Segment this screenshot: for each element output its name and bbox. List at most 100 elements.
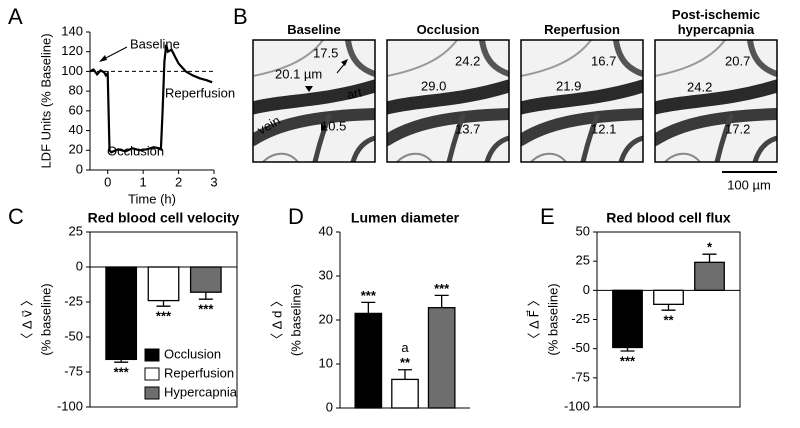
diameter-label: 20.7 — [725, 53, 750, 68]
significance: *** — [198, 302, 214, 317]
x-tick-label: 1 — [140, 174, 147, 189]
y-tick-label: -75 — [571, 369, 590, 384]
y-tick-label: 0 — [76, 258, 83, 273]
diameter-label: 24.2 — [455, 53, 480, 68]
image-border — [252, 39, 376, 163]
y-tick-label: 40 — [69, 122, 83, 137]
annotation: Reperfusion — [165, 85, 235, 100]
significance: *** — [156, 309, 172, 324]
diameter-label: 20.1 µm — [275, 66, 322, 81]
diameter-label: 10.5 — [321, 118, 346, 133]
error-bar — [114, 359, 129, 363]
vessel — [618, 135, 643, 162]
significance: *** — [620, 353, 636, 368]
vessel — [521, 108, 643, 146]
significance: ** — [663, 313, 674, 328]
vessel — [714, 113, 734, 162]
image-border — [654, 39, 778, 163]
panel-letter: E — [540, 204, 555, 229]
image-title-box: Reperfusion — [544, 22, 620, 37]
image-border — [386, 39, 510, 163]
vessel — [752, 135, 777, 162]
micrograph — [521, 40, 643, 162]
diameter-label: 29.0 — [421, 78, 446, 93]
bar — [391, 378, 419, 409]
y-tick-label: -25 — [64, 293, 83, 308]
diameter-label: 17.5 — [313, 45, 338, 60]
y-axis-symbol: 〈 Δ v⃗ 〉 — [19, 293, 34, 346]
diameter-label: 17.2 — [725, 121, 750, 136]
y-axis-label: (% baseline) — [288, 284, 303, 356]
panel-letter: B — [233, 4, 248, 29]
y-tick-label: 50 — [576, 223, 590, 238]
image-title: Baseline — [287, 22, 341, 37]
image-title: Occlusion — [416, 22, 480, 37]
y-tick-label: 0 — [76, 161, 83, 176]
y-tick-label: 100 — [61, 63, 83, 78]
vessel — [655, 108, 777, 146]
y-tick-label: 25 — [576, 253, 590, 268]
error-bar — [702, 253, 717, 263]
vessel — [484, 135, 509, 162]
bar — [612, 289, 643, 349]
chart-title: Lumen diameter — [351, 210, 460, 226]
legend-label: Hypercapnia — [164, 384, 238, 399]
plot-frame — [89, 231, 238, 408]
vessel — [312, 113, 332, 162]
vessel — [253, 79, 375, 115]
diameter-label: 13.7 — [455, 121, 480, 136]
y-tick-label: 60 — [69, 102, 83, 117]
significance: *** — [361, 288, 377, 303]
bar — [147, 266, 180, 302]
bar — [653, 289, 684, 305]
vessel — [387, 40, 458, 77]
y-tick-label: 25 — [69, 223, 83, 238]
significance: *** — [434, 281, 450, 296]
x-tick-label: 2 — [175, 174, 182, 189]
y-axis-label: (% baseline) — [545, 283, 560, 355]
vessel — [521, 79, 643, 115]
vessel — [396, 152, 433, 162]
vessel — [446, 113, 466, 162]
vessel — [530, 152, 567, 162]
vessel — [253, 40, 324, 77]
significance: *** — [114, 365, 130, 380]
vessel — [580, 113, 600, 162]
y-tick-label: 0 — [326, 399, 333, 414]
vessel — [664, 152, 701, 162]
y-tick-label: -100 — [564, 398, 590, 413]
panel-letter: D — [288, 204, 304, 229]
diameter-label: 16.7 — [591, 53, 616, 68]
y-tick-label: 20 — [69, 142, 83, 157]
y-tick-label: 140 — [61, 23, 83, 38]
x-axis-label: Time (h) — [128, 191, 176, 206]
micrograph — [655, 40, 777, 162]
vessel — [387, 79, 509, 115]
y-tick-label: -50 — [571, 340, 590, 355]
bar — [694, 261, 725, 291]
error-bar — [198, 292, 213, 300]
y-axis-symbol: 〈 Δ F⃗ 〉 — [526, 293, 541, 345]
vessel — [345, 40, 375, 77]
error-bar — [398, 369, 412, 380]
vessel-label: art — [345, 84, 363, 102]
diameter-label: 24.2 — [687, 79, 712, 94]
vessel — [613, 40, 643, 77]
y-tick-label: 80 — [69, 83, 83, 98]
vessel — [521, 40, 592, 77]
legend-label: Occlusion — [164, 346, 221, 361]
scale-bar-label: 100 µm — [727, 177, 771, 192]
y-axis-label: (% baseline) — [38, 283, 53, 355]
vessel — [387, 108, 509, 146]
y-tick-label: -75 — [64, 363, 83, 378]
image-title: Post-ischemic hypercapnia — [671, 7, 761, 37]
arrow-head — [341, 59, 348, 66]
vessel — [350, 135, 375, 162]
bar — [105, 266, 138, 361]
image-border — [520, 39, 644, 163]
y-tick-label: -100 — [57, 398, 83, 413]
diameter-label: 21.9 — [556, 78, 581, 93]
vessel — [747, 40, 777, 77]
micrograph — [387, 40, 509, 162]
